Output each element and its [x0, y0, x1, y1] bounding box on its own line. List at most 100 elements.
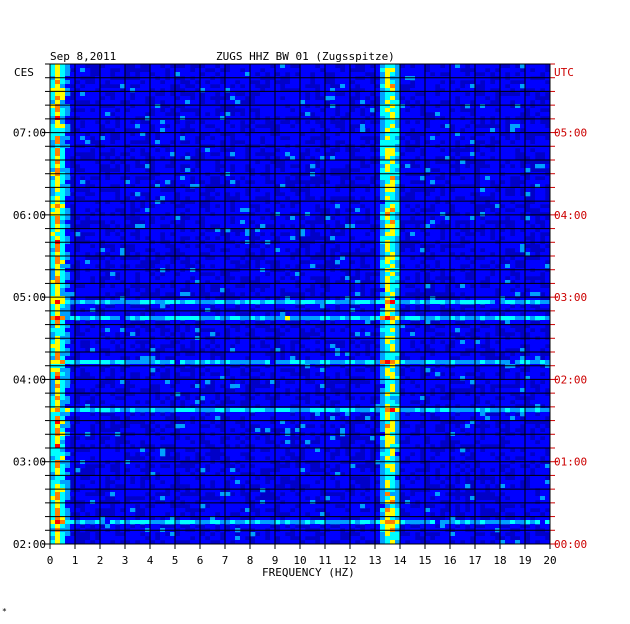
heatmap-cell [515, 344, 521, 349]
heatmap-cell [395, 312, 401, 317]
heatmap-cell [55, 272, 61, 277]
heatmap-cell [470, 168, 476, 173]
heatmap-cell [520, 72, 526, 77]
heatmap-cell [350, 296, 356, 301]
heatmap-cell [420, 100, 426, 105]
heatmap-cell [430, 120, 436, 125]
heatmap-cell [495, 104, 501, 109]
heatmap-cell [505, 344, 511, 349]
heatmap-cell [525, 124, 531, 129]
heatmap-cell [265, 264, 271, 269]
heatmap-cell [400, 132, 406, 137]
heatmap-cell [260, 180, 266, 185]
heatmap-cell [125, 184, 131, 189]
heatmap-cell [215, 304, 221, 309]
heatmap-cell [50, 352, 56, 357]
heatmap-cell [390, 96, 396, 101]
heatmap-cell [330, 308, 336, 313]
heatmap-cell [295, 128, 301, 133]
heatmap-cell [305, 132, 311, 137]
heatmap-cell [65, 224, 71, 229]
heatmap-cell [70, 248, 76, 253]
heatmap-cell [55, 136, 61, 141]
heatmap-cell [440, 348, 446, 353]
heatmap-cell [290, 112, 296, 117]
heatmap-cell [405, 280, 411, 285]
heatmap-cell [290, 244, 296, 249]
heatmap-cell [220, 112, 226, 117]
heatmap-cell [90, 92, 96, 97]
heatmap-cell [290, 68, 296, 73]
heatmap-cell [155, 304, 161, 309]
heatmap-cell [300, 248, 306, 253]
heatmap-cell [195, 344, 201, 349]
heatmap-cell [280, 300, 286, 305]
heatmap-cell [545, 200, 551, 205]
heatmap-cell [150, 280, 156, 285]
heatmap-cell [175, 284, 181, 289]
heatmap-cell [155, 112, 161, 117]
heatmap-cell [530, 80, 536, 85]
heatmap-cell [460, 224, 466, 229]
heatmap-cell [235, 288, 241, 293]
heatmap-cell [445, 184, 451, 189]
heatmap-cell [85, 212, 91, 217]
heatmap-cell [490, 288, 496, 293]
heatmap-cell [220, 116, 226, 121]
heatmap-cell [535, 232, 541, 237]
heatmap-cell [385, 328, 391, 333]
heatmap-cell [225, 72, 231, 77]
heatmap-cell [340, 256, 346, 261]
heatmap-cell [435, 80, 441, 85]
heatmap-cell [260, 308, 266, 313]
heatmap-cell [330, 304, 336, 309]
heatmap-cell [395, 168, 401, 173]
heatmap-cell [420, 192, 426, 197]
heatmap-cell [125, 116, 131, 121]
heatmap-cell [120, 304, 126, 309]
heatmap-cell [535, 260, 541, 265]
heatmap-cell [335, 352, 341, 357]
heatmap-cell [265, 356, 271, 361]
heatmap-cell [240, 220, 246, 225]
heatmap-cell [445, 132, 451, 137]
heatmap-cell [240, 96, 246, 101]
heatmap-cell [520, 256, 526, 261]
heatmap-cell [135, 360, 141, 365]
heatmap-cell [350, 280, 356, 285]
heatmap-cell [275, 356, 281, 361]
heatmap-cell [190, 88, 196, 93]
heatmap-cell [235, 224, 241, 229]
heatmap-cell [490, 296, 496, 301]
heatmap-cell [215, 68, 221, 73]
heatmap-cell [60, 88, 66, 93]
heatmap-cell [495, 352, 501, 357]
heatmap-cell [250, 296, 256, 301]
heatmap-cell [60, 208, 66, 213]
heatmap-cell [50, 224, 56, 229]
heatmap-cell [60, 100, 66, 105]
heatmap-cell [535, 120, 541, 125]
heatmap-cell [410, 308, 416, 313]
heatmap-cell [205, 360, 211, 365]
heatmap-cell [255, 332, 261, 337]
heatmap-cell [115, 360, 121, 365]
heatmap-cell [50, 68, 56, 73]
heatmap-cell [420, 156, 426, 161]
heatmap-cell [305, 280, 311, 285]
heatmap-cell [130, 152, 136, 157]
heatmap-cell [265, 316, 271, 321]
heatmap-cell [520, 284, 526, 289]
heatmap-cell [220, 72, 226, 77]
heatmap-cell [290, 236, 296, 241]
heatmap-cell [415, 64, 421, 69]
heatmap-cell [395, 316, 401, 321]
heatmap-cell [230, 272, 236, 277]
heatmap-cell [380, 260, 386, 265]
heatmap-cell [195, 296, 201, 301]
heatmap-cell [190, 164, 196, 169]
heatmap-cell [315, 316, 321, 321]
heatmap-cell [220, 128, 226, 133]
heatmap-cell [65, 160, 71, 165]
heatmap-cell [180, 316, 186, 321]
